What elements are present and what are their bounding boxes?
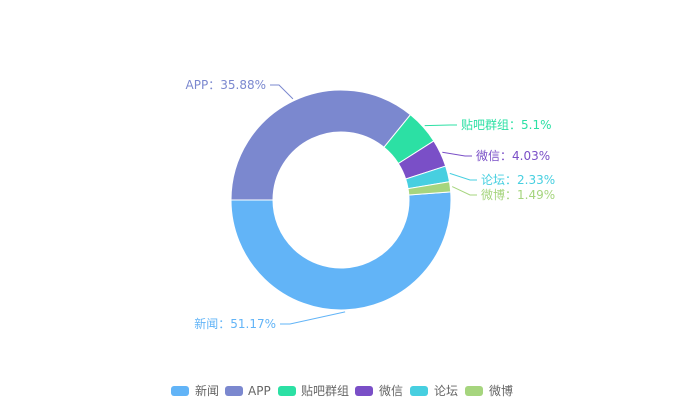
chart-legend: 新闻 APP 贴吧群组 微信 论坛 微博 (171, 383, 513, 398)
slice-5[interactable] (407, 181, 452, 196)
slice-leader-line-2 (424, 124, 457, 127)
slice-leader-line-3 (442, 151, 472, 157)
slice-leader-line-1 (270, 84, 294, 100)
legend-label-0[interactable]: 新闻 (195, 383, 219, 398)
slice-label-4: 论坛：2.33% (481, 173, 555, 187)
legend-label-1[interactable]: APP (248, 384, 271, 398)
chart-slice-labels: 新闻：51.17% APP：35.88% 贴吧群组：5.1% 微信：4.03% 论坛：2… (186, 78, 556, 331)
legend-label-5[interactable]: 微博 (489, 383, 513, 398)
legend-label-3[interactable]: 微信 (379, 384, 403, 398)
slice-label-1: APP：35.88% (186, 78, 266, 92)
legend-swatch-5[interactable] (465, 386, 483, 396)
slice-0[interactable] (230, 191, 452, 311)
legend-swatch-2[interactable] (278, 386, 296, 396)
slice-label-2: 贴吧群组：5.1% (461, 118, 552, 132)
slice-1[interactable] (230, 89, 412, 201)
slice-leader-line-4 (449, 172, 477, 181)
legend-swatch-0[interactable] (171, 386, 189, 396)
legend-label-2[interactable]: 贴吧群组 (301, 384, 349, 398)
legend-swatch-3[interactable] (355, 386, 373, 396)
legend-swatch-4[interactable] (410, 386, 428, 396)
chart-slices (230, 89, 452, 311)
legend-label-4[interactable]: 论坛 (434, 384, 458, 398)
slice-leader-line-0 (280, 311, 346, 325)
legend-swatch-1[interactable] (225, 386, 243, 396)
slice-leader-line-5 (451, 186, 477, 196)
slice-label-0: 新闻：51.17% (194, 316, 276, 331)
slice-label-3: 微信：4.03% (476, 149, 550, 163)
slice-label-5: 微博：1.49% (481, 187, 555, 202)
